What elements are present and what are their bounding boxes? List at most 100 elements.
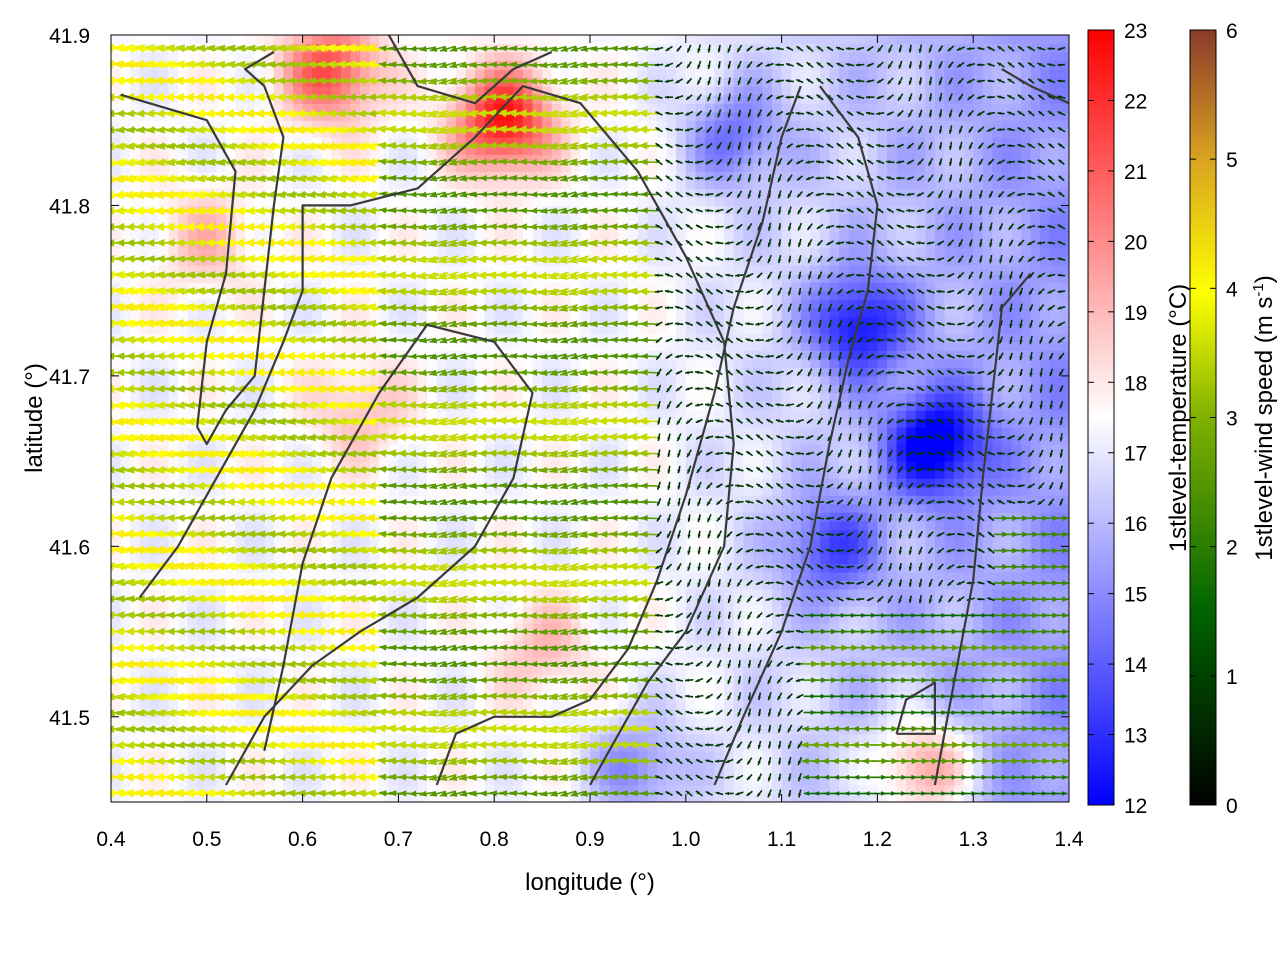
heatmap-cell (254, 265, 265, 275)
heatmap-cell (264, 682, 275, 692)
heatmap-cell (465, 214, 476, 224)
heatmap-cell (599, 52, 610, 62)
heatmap-cell (206, 486, 217, 496)
heatmap-cell (293, 94, 304, 104)
heatmap-cell (120, 410, 131, 420)
heatmap-cell (388, 503, 399, 513)
heatmap-cell (293, 571, 304, 581)
heatmap-cell (245, 324, 256, 334)
heatmap-cell (455, 231, 467, 241)
heatmap-cell (302, 469, 313, 479)
heatmap-cell (273, 324, 285, 334)
heatmap-cell (293, 392, 304, 402)
heatmap-cell (551, 69, 562, 79)
heatmap-cell (158, 537, 170, 547)
heatmap-cell (398, 716, 409, 726)
heatmap-cell (226, 231, 237, 241)
heatmap-cell (331, 231, 342, 241)
heatmap-cell (216, 265, 227, 275)
heatmap-cell (561, 358, 572, 368)
heatmap-cell (570, 665, 581, 675)
heatmap-cell (340, 350, 352, 360)
heatmap-cell (120, 614, 131, 624)
heatmap-cell (168, 733, 179, 743)
heatmap-cell (522, 248, 534, 258)
heatmap-cell (312, 350, 323, 360)
heatmap-cell (254, 699, 265, 709)
heatmap-cell (254, 196, 265, 206)
heatmap-cell (264, 640, 275, 650)
heatmap-cell (254, 273, 265, 283)
heatmap-cell (120, 793, 131, 802)
heatmap-cell (494, 537, 505, 547)
heatmap-cell (273, 793, 285, 802)
heatmap-cell (226, 444, 237, 454)
heatmap-cell (235, 196, 246, 206)
heatmap-cell (302, 793, 313, 802)
heatmap-cell (628, 341, 639, 351)
heatmap-cell (264, 776, 275, 786)
heatmap-cell (321, 214, 332, 224)
heatmap-cell (475, 86, 486, 96)
heatmap-cell (120, 495, 131, 505)
heatmap-cell (216, 341, 227, 351)
heatmap-cell (331, 648, 342, 658)
heatmap-cell (312, 265, 323, 275)
heatmap-cell (618, 324, 629, 334)
heatmap-cell (187, 86, 198, 96)
heatmap-cell (158, 733, 170, 743)
heatmap-cell (187, 128, 198, 138)
heatmap-cell (312, 52, 323, 62)
heatmap-cell (340, 478, 352, 488)
heatmap-cell (283, 188, 294, 198)
heatmap-cell (302, 162, 313, 172)
heatmap-cell (293, 759, 304, 769)
heatmap-cell (590, 69, 601, 79)
heatmap-cell (120, 716, 131, 726)
heatmap-cell (590, 716, 601, 726)
heatmap-cell (197, 623, 208, 633)
heatmap-cell (340, 307, 352, 317)
heatmap-cell (187, 341, 198, 351)
heatmap-cell (168, 103, 179, 113)
heatmap-cell (599, 196, 610, 206)
heatmap-cell (446, 69, 457, 79)
heatmap-cell (149, 103, 160, 113)
heatmap-cell (139, 316, 150, 326)
heatmap-cell (168, 265, 179, 275)
heatmap-cell (235, 103, 246, 113)
heatmap-cell (120, 111, 131, 121)
heatmap-cell (273, 248, 285, 258)
heatmap-cell (226, 623, 237, 633)
heatmap-cell (321, 265, 332, 275)
heatmap-cell (216, 665, 227, 675)
heatmap-cell (321, 273, 332, 283)
heatmap-cell (321, 520, 332, 530)
heatmap-cell (254, 256, 265, 266)
heatmap-cell (187, 486, 198, 496)
heatmap-cell (245, 580, 256, 590)
heatmap-cell (340, 699, 352, 709)
heatmap-cell (120, 265, 131, 275)
heatmap-cell (513, 716, 524, 726)
heatmap-cell (293, 290, 304, 300)
heatmap-cell (379, 341, 390, 351)
heatmap-cell (111, 256, 122, 266)
heatmap-cell (130, 307, 141, 317)
heatmap-cell (570, 716, 581, 726)
heatmap-cell (197, 716, 208, 726)
heatmap-cell (513, 520, 524, 530)
heatmap-cell (331, 520, 342, 530)
heatmap-cell (264, 196, 275, 206)
heatmap-cell (264, 444, 275, 454)
heatmap-cell (149, 461, 160, 471)
heatmap-cell (187, 358, 198, 368)
heatmap-cell (417, 716, 428, 726)
heatmap-cell (139, 375, 150, 385)
heatmap-cell (226, 358, 237, 368)
heatmap-cell (254, 665, 265, 675)
heatmap-cell (273, 188, 285, 198)
heatmap-cell (503, 52, 514, 62)
heatmap-cell (273, 520, 285, 530)
heatmap-cell (388, 52, 399, 62)
